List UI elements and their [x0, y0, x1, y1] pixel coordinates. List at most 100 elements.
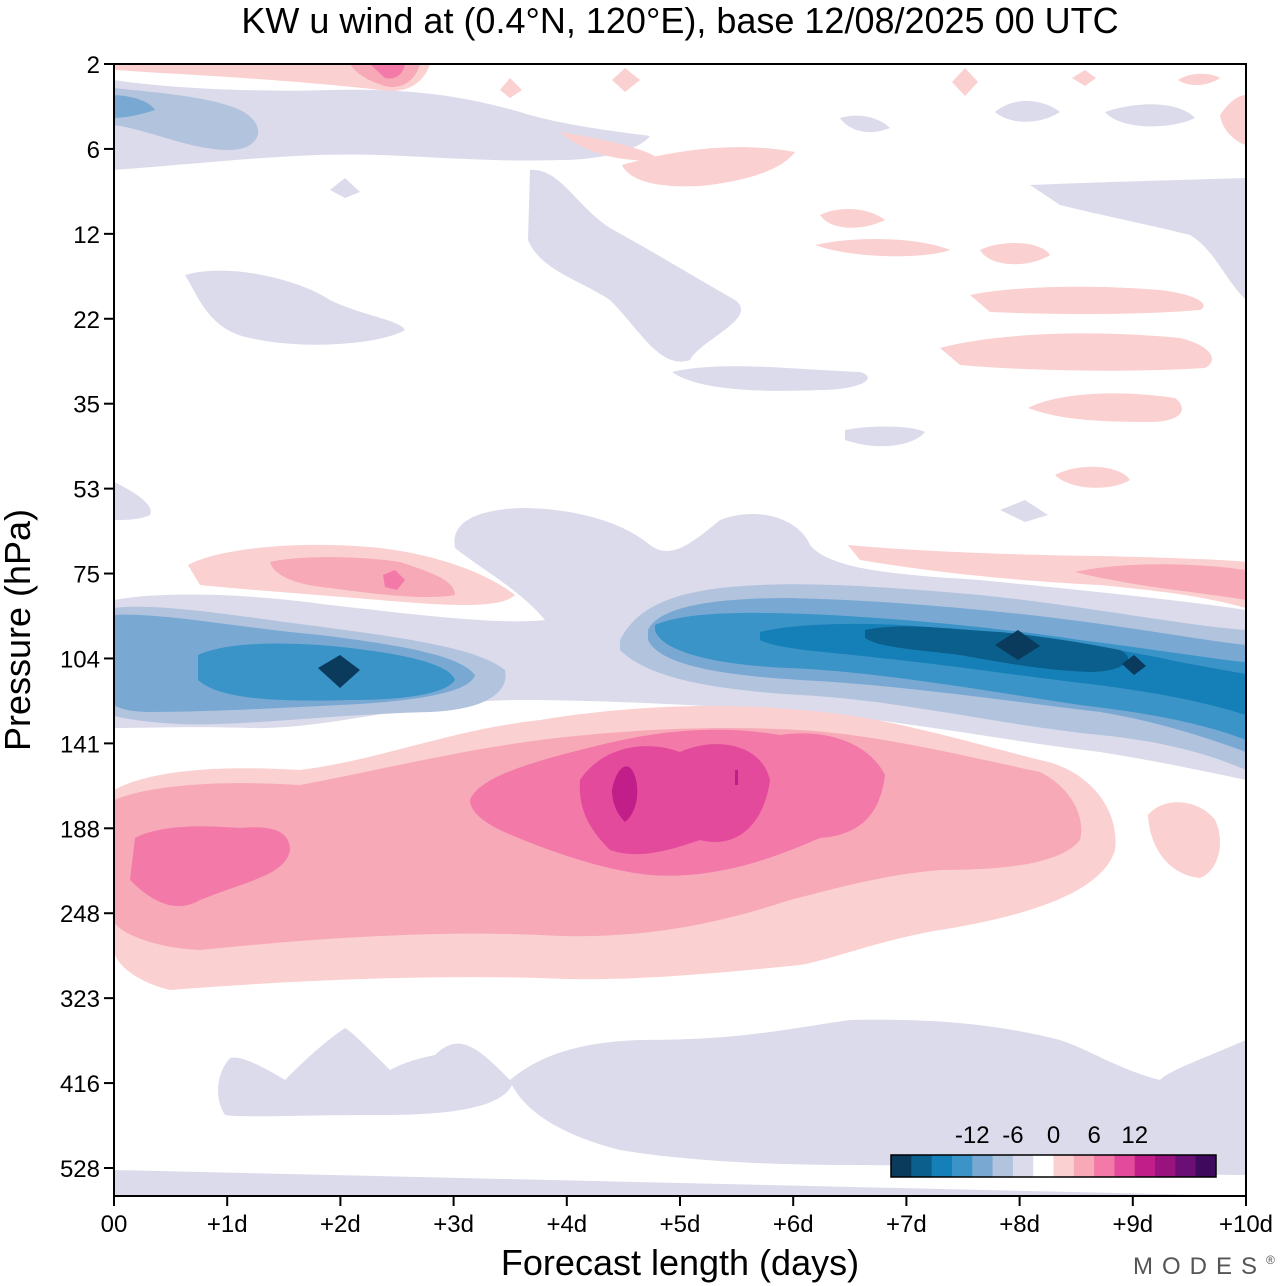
y-tick-label: 323 — [60, 986, 100, 1013]
y-tick-label: 248 — [60, 901, 100, 928]
colorbar-swatch — [1155, 1155, 1176, 1177]
modes-logo-mark: ® — [1266, 1253, 1280, 1267]
contour-pos-dot-3 — [952, 68, 978, 96]
contour-pos-strat-c — [820, 208, 885, 228]
colorbar-swatch — [1175, 1155, 1197, 1177]
x-tick-label: +8d — [999, 1211, 1040, 1238]
contour-pos-strat-i — [1055, 466, 1130, 488]
colorbar-swatch — [1033, 1155, 1054, 1177]
contour-neg-light-strat-3 — [672, 366, 868, 391]
colorbar-tick-label: -6 — [1002, 1122, 1023, 1149]
modes-logo: MODES® — [1133, 1253, 1280, 1280]
contour-pos-top-3 — [370, 64, 405, 79]
x-tick-label: +9d — [1112, 1211, 1153, 1238]
colorbar-swatch — [1073, 1155, 1095, 1177]
contour-pos-dot-4 — [1072, 70, 1096, 86]
contour-neg-top-b3 — [114, 95, 155, 118]
colorbar-swatch — [1094, 1155, 1115, 1177]
contour-pos-dot-2 — [612, 68, 640, 92]
colorbar-swatch — [1012, 1155, 1034, 1177]
chart-title: KW u wind at (0.4°N, 120°E), base 12/08/… — [241, 0, 1118, 41]
colorbar-swatch — [931, 1155, 953, 1177]
y-axis-label: Pressure (hPa) — [0, 509, 38, 751]
y-tick-label: 6 — [87, 137, 100, 164]
contour-neg-dot-4 — [1105, 104, 1195, 127]
y-tick-label: 416 — [60, 1071, 100, 1098]
contour-neg-b7-a — [318, 655, 360, 688]
contour-neg-light-strat-4 — [845, 426, 925, 447]
colorbar-tick-label: 12 — [1121, 1122, 1148, 1149]
contour-pos-strat-b — [622, 147, 795, 187]
x-axis-label: Forecast length (days) — [501, 1242, 859, 1283]
colorbar-tick-label: 6 — [1087, 1122, 1100, 1149]
colorbar-swatch — [1114, 1155, 1136, 1177]
y-tick-label: 104 — [60, 646, 100, 673]
contour-neg-b7-b — [995, 630, 1040, 660]
contour-neg-b7-c — [1122, 655, 1146, 675]
contour-neg-light-bottom — [114, 1019, 1246, 1196]
contour-pos-5-line — [735, 770, 738, 785]
contour-neg-dot-1 — [330, 178, 360, 198]
contour-neg-dot-3 — [840, 115, 890, 133]
y-tick-label: 2 — [87, 52, 100, 79]
x-tick-label: +2d — [320, 1211, 361, 1238]
y-axis-ticks: 2 6 12 22 35 53 75 104 141 188 248 323 416 528 — [60, 52, 114, 1183]
contour-pos-75-right-2 — [1075, 564, 1246, 600]
colorbar-tick-label: 0 — [1047, 1122, 1060, 1149]
x-tick-label: +7d — [886, 1211, 927, 1238]
contour-pos-75-2 — [270, 557, 455, 598]
colorbar-swatch — [891, 1155, 912, 1177]
contour-neg-light-strat-1 — [528, 169, 742, 362]
contour-pos-dot-1 — [500, 78, 522, 98]
colorbar-frame — [890, 1154, 1217, 1178]
x-tick-label: +3d — [433, 1211, 474, 1238]
contour-neg-dot-5 — [995, 101, 1060, 122]
contour-neg-dot-2 — [1000, 500, 1048, 522]
colorbar-swatch — [951, 1155, 973, 1177]
contour-pos-strat-g — [940, 333, 1212, 371]
contour-pos-5 — [612, 766, 638, 822]
x-tick-label: 00 — [101, 1211, 128, 1238]
contour-pos-75-right-1 — [848, 545, 1246, 608]
colorbar-swatch — [1134, 1155, 1156, 1177]
x-tick-label: +6d — [773, 1211, 814, 1238]
contour-pos-strat-h — [1028, 393, 1182, 422]
y-tick-label: 22 — [73, 307, 100, 334]
colorbar-swatch — [1053, 1155, 1075, 1177]
contour-pos-top-right — [1220, 95, 1246, 145]
colorbar-swatch — [1195, 1155, 1217, 1177]
contour-neg-light-left-53 — [114, 482, 151, 520]
colorbar-swatch — [992, 1155, 1014, 1177]
x-tick-label: +1d — [207, 1211, 248, 1238]
contour-pos-75-3 — [383, 570, 405, 590]
x-tick-label: +10d — [1219, 1211, 1273, 1238]
colorbar-labels: -12 -6 0 6 12 — [955, 1122, 1148, 1149]
y-tick-label: 188 — [60, 816, 100, 843]
y-tick-label: 53 — [73, 477, 100, 504]
colorbar-swatch — [911, 1155, 933, 1177]
x-tick-label: +5d — [660, 1211, 701, 1238]
modes-logo-text: MODES — [1133, 1253, 1266, 1280]
y-tick-label: 75 — [73, 562, 100, 589]
contour-pos-strat-f — [970, 286, 1204, 315]
y-tick-label: 35 — [73, 392, 100, 419]
colorbar — [890, 1154, 1217, 1178]
colorbar-swatch — [972, 1155, 994, 1177]
x-tick-label: +4d — [546, 1211, 587, 1238]
contour-pos-strat-d — [815, 238, 950, 257]
contour-neg-top-b2 — [114, 88, 259, 150]
contour-pos-strat-e — [980, 243, 1050, 265]
contour-pos-dot-5 — [1178, 73, 1220, 86]
contour-neg-light-strat-2 — [185, 270, 405, 345]
y-tick-label: 12 — [73, 222, 100, 249]
contour-pos-strat-a — [560, 132, 660, 161]
contour-neg-light-top — [114, 80, 650, 170]
contour-neg-light-top-right — [1030, 178, 1246, 300]
contour-neg-b6 — [865, 626, 1129, 672]
contour-neg-b5 — [760, 623, 1246, 715]
contour-pos-3 — [130, 826, 290, 907]
contour-pos-1-right — [1148, 802, 1220, 878]
contour-field — [114, 64, 1246, 1196]
colorbar-tick-label: -12 — [955, 1122, 990, 1149]
